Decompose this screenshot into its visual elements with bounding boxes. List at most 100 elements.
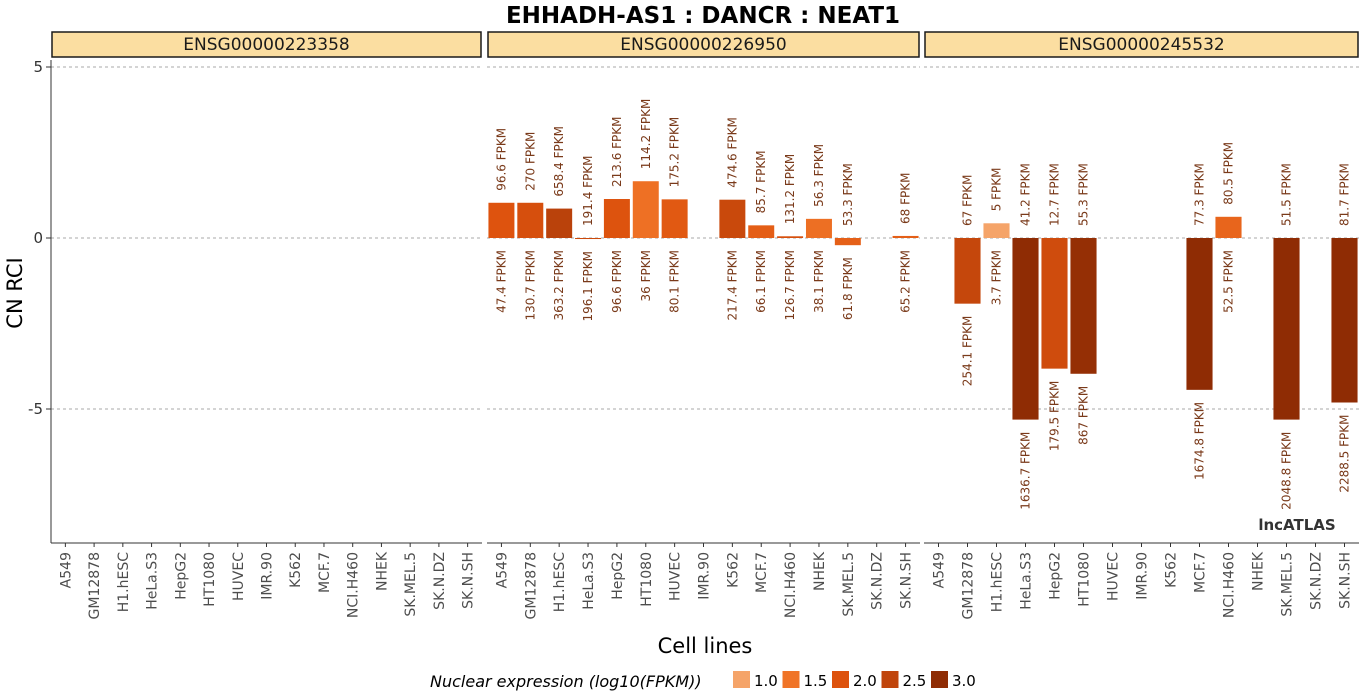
- y-tick-label: 0: [33, 229, 43, 247]
- x-tick-label: HT1080: [1077, 552, 1093, 607]
- bar-label-top: 191.4 FPKM: [581, 155, 595, 226]
- lncatlas-watermark: lncATLAS: [1258, 516, 1335, 534]
- bar: [892, 235, 919, 238]
- bar-label-bottom: 363.2 FPKM: [552, 250, 566, 321]
- facet-strip: [51, 31, 482, 58]
- bar: [954, 238, 981, 304]
- bar-label-bottom: 1674.8 FPKM: [1193, 402, 1207, 480]
- bar-label-bottom: 2288.5 FPKM: [1338, 415, 1352, 493]
- facet-strip-label: ENSG00000223358: [183, 35, 349, 55]
- x-tick-label: IMR.90: [1135, 552, 1151, 600]
- bar-label-bottom: 36 FPKM: [639, 250, 653, 301]
- bar-label-bottom: 3.7 FPKM: [990, 250, 1004, 305]
- legend-label: 1.0: [754, 672, 778, 690]
- x-tick-label: K562: [725, 552, 741, 588]
- bar: [603, 199, 630, 238]
- bar-label-top: 80.5 FPKM: [1222, 142, 1236, 205]
- bar: [1012, 238, 1039, 420]
- x-tick-label: SK.N.SH: [1338, 552, 1354, 609]
- bar-label-top: 12.7 FPKM: [1048, 163, 1062, 226]
- bar-label-top: 41.2 FPKM: [1019, 163, 1033, 226]
- bar: [632, 181, 659, 238]
- bar-label-bottom: 65.2 FPKM: [899, 250, 913, 313]
- bar: [748, 225, 775, 238]
- x-tick-label: SK.MEL.5: [841, 552, 857, 617]
- x-tick-label: IMR.90: [697, 552, 713, 600]
- bar-label-bottom: 254.1 FPKM: [961, 316, 975, 387]
- bar-label-bottom: 66.1 FPKM: [754, 250, 768, 313]
- bar-label-top: 474.6 FPKM: [725, 117, 739, 188]
- bar-label-bottom: 38.1 FPKM: [812, 250, 826, 313]
- bar: [1273, 238, 1300, 420]
- x-tick-label: HUVEC: [668, 552, 684, 601]
- bar-label-bottom: 80.1 FPKM: [668, 250, 682, 313]
- x-tick-label: NHEK: [812, 551, 828, 591]
- bar-label-bottom: 96.6 FPKM: [610, 250, 624, 313]
- x-tick-label: GM12878: [523, 552, 539, 619]
- bar-label-top: 5 FPKM: [990, 167, 1004, 211]
- bar-label-top: 51.5 FPKM: [1280, 163, 1294, 226]
- x-tick-label: HUVEC: [231, 552, 247, 601]
- bar-label-bottom: 47.4 FPKM: [494, 250, 508, 313]
- legend: Nuclear expression (log10(FPKM)) 1.0 1.5 2…: [430, 671, 976, 691]
- bar-label-top: 213.6 FPKM: [610, 116, 624, 187]
- legend-label: 2.5: [903, 672, 927, 690]
- x-tick-label: MCF.7: [754, 552, 770, 593]
- facet-strip-label: ENSG00000245532: [1058, 35, 1224, 55]
- bar: [1070, 238, 1097, 374]
- bar: [546, 208, 573, 238]
- bar: [1041, 238, 1068, 369]
- facet-panel: ENSG00000226950 A549 GM12878 H1.hESC HeLa.S3…: [487, 31, 920, 619]
- y-axis-title: CN RCI: [3, 257, 27, 328]
- x-tick-label: A549: [58, 552, 74, 588]
- x-tick-label: GM12878: [961, 552, 977, 619]
- bar: [1331, 238, 1358, 403]
- bar-label-top: 77.3 FPKM: [1193, 163, 1207, 226]
- x-tick-label: A549: [932, 552, 948, 588]
- bar-label-bottom: 196.1 FPKM: [581, 251, 595, 322]
- bar-label-top: 175.2 FPKM: [668, 117, 682, 188]
- x-tick-label: SK.MEL.5: [403, 552, 419, 617]
- bar-label-top: 55.3 FPKM: [1077, 163, 1091, 226]
- bar-label-bottom: 126.7 FPKM: [783, 250, 797, 321]
- bar-label-bottom: 130.7 FPKM: [523, 250, 537, 321]
- legend-swatch: [881, 671, 899, 688]
- x-tick-label: HeLa.S3: [145, 552, 161, 610]
- x-tick-label: HT1080: [202, 552, 218, 607]
- bar-label-top: 270 FPKM: [523, 132, 537, 191]
- legend-label: 3.0: [952, 672, 976, 690]
- x-tick-label: HT1080: [639, 552, 655, 607]
- facet-panel: ENSG00000223358 A549 GM12878 H1.hESC HeLa.S3…: [51, 31, 482, 619]
- x-tick-label: SK.MEL.5: [1280, 552, 1296, 617]
- x-tick-label: GM12878: [87, 552, 103, 619]
- x-tick-label: HUVEC: [1106, 552, 1122, 601]
- bar-label-top: 131.2 FPKM: [783, 154, 797, 225]
- x-tick-label: SK.N.SH: [899, 552, 915, 609]
- y-tick-label: 5: [33, 58, 43, 76]
- legend-swatch: [733, 671, 750, 688]
- x-tick-label: SK.N.DZ: [432, 552, 448, 610]
- x-tick-label: K562: [288, 552, 304, 588]
- bar-label-top: 56.3 FPKM: [812, 144, 826, 207]
- legend-label: 1.5: [804, 672, 828, 690]
- legend-label: 2.0: [853, 672, 877, 690]
- legend-title: Nuclear expression (log10(FPKM)): [430, 672, 702, 691]
- x-tick-label: NHEK: [1251, 551, 1267, 591]
- bar-label-bottom: 52.5 FPKM: [1222, 250, 1236, 313]
- bar-label-bottom: 217.4 FPKM: [725, 250, 739, 321]
- bar-label-top: 68 FPKM: [899, 172, 913, 223]
- facet-panel: ENSG00000245532 A549 GM12878 H1.hESC HeLa.S3…: [924, 31, 1359, 619]
- bar: [1215, 216, 1242, 238]
- x-axis-title: Cell lines: [658, 634, 753, 658]
- facet-strip-label: ENSG00000226950: [620, 35, 786, 55]
- bar-label-bottom: 61.8 FPKM: [841, 257, 855, 320]
- x-tick-label: H1.hESC: [116, 552, 132, 612]
- x-tick-label: IMR.90: [260, 552, 276, 600]
- bar-label-top: 67 FPKM: [961, 175, 975, 226]
- facet-panels: ENSG00000223358 A549 GM12878 H1.hESC HeLa.S3…: [51, 31, 1359, 619]
- bar: [777, 236, 804, 238]
- x-tick-label: H1.hESC: [552, 552, 568, 612]
- x-tick-label: K562: [1164, 552, 1180, 588]
- x-tick-label: NHEK: [374, 551, 390, 591]
- x-tick-label: MCF.7: [1193, 552, 1209, 593]
